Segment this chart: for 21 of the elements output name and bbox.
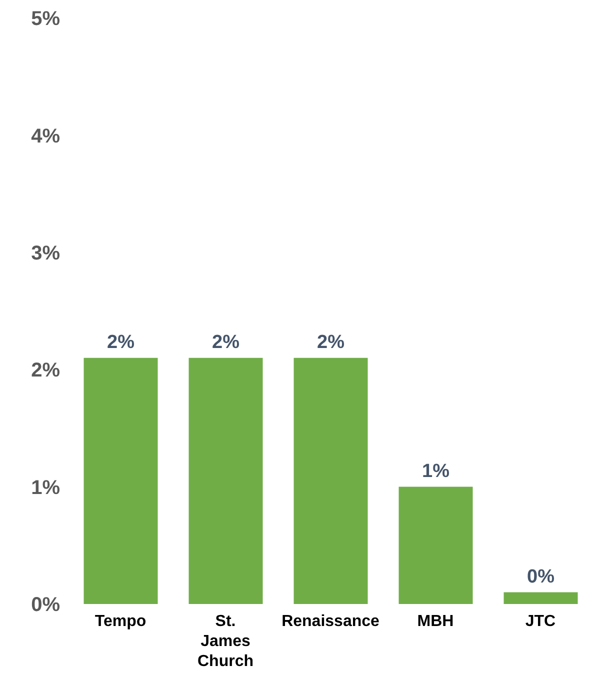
y-tick-label: 3%: [31, 242, 60, 264]
x-tick-label: JTC: [525, 613, 556, 630]
x-tick-label: Tempo: [94, 613, 146, 630]
x-tick-label: MBH: [417, 613, 454, 630]
bar: [84, 358, 158, 604]
x-tick-label: St. James Church: [198, 613, 254, 670]
y-tick-label: 0%: [31, 594, 60, 616]
data-label: 1%: [422, 460, 450, 482]
bar: [294, 358, 368, 604]
data-label: 2%: [107, 332, 135, 353]
x-tick-label: Renaissance: [282, 613, 380, 630]
y-tick-label: 2%: [31, 360, 60, 382]
bar: [398, 486, 473, 604]
data-label: 2%: [317, 332, 345, 353]
data-label: 2%: [212, 332, 240, 353]
bar: [188, 358, 263, 604]
bar: [504, 592, 578, 604]
y-tick-label: 1%: [31, 476, 60, 499]
y-tick-label: 4%: [31, 125, 60, 148]
y-tick-label: 5%: [31, 8, 60, 30]
data-label: 0%: [527, 566, 555, 588]
